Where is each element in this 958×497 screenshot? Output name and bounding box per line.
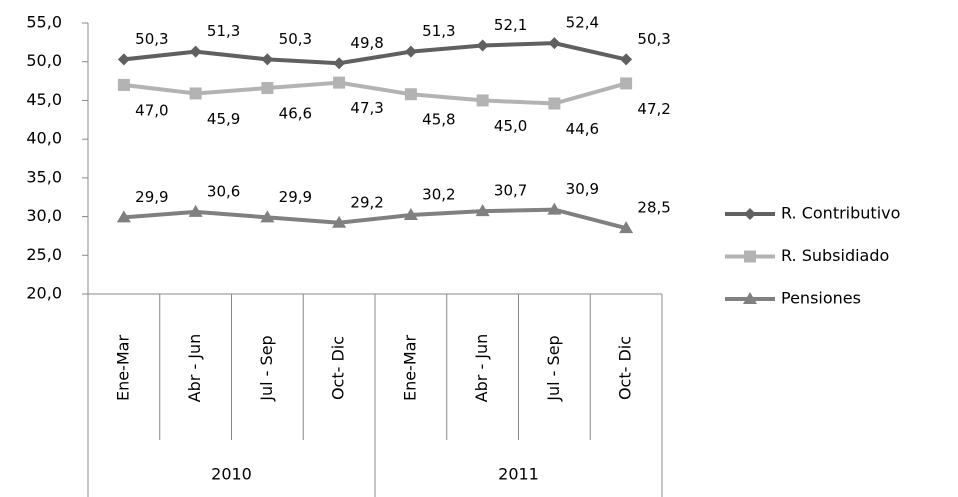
- data-point: [547, 202, 562, 215]
- data-label: 29,2: [350, 193, 383, 211]
- y-tick-label: 55,0: [26, 13, 62, 32]
- data-point: [476, 39, 489, 52]
- data-label: 45,0: [494, 117, 527, 135]
- data-label: 47,3: [350, 99, 383, 117]
- data-label: 47,2: [637, 100, 670, 118]
- x-tick-label: Oct- Dic: [329, 336, 348, 400]
- data-point: [548, 97, 561, 110]
- data-label: 50,3: [637, 30, 670, 48]
- data-label: 52,4: [566, 14, 599, 32]
- data-label: 28,5: [637, 199, 670, 217]
- x-tick-label: Ene-Mar: [400, 335, 419, 401]
- data-point: [620, 53, 633, 66]
- data-point: [404, 88, 417, 101]
- data-label: 30,2: [422, 186, 455, 204]
- data-label: 50,3: [135, 30, 168, 48]
- legend-label: R. Subsidiado: [781, 246, 889, 265]
- y-tick-label: 45,0: [26, 90, 62, 109]
- data-label: 29,9: [279, 188, 312, 206]
- x-tick-label: Abr - Jun: [472, 334, 491, 403]
- data-point: [403, 208, 418, 221]
- legend-marker: [743, 292, 757, 304]
- data-point: [260, 210, 275, 223]
- y-tick-label: 40,0: [26, 129, 62, 148]
- group-label: 2010: [211, 465, 252, 484]
- group-label: 2011: [498, 465, 539, 484]
- data-point: [475, 204, 490, 217]
- data-label: 46,6: [279, 105, 312, 123]
- x-tick-label: Ene-Mar: [113, 335, 132, 401]
- data-point: [619, 221, 634, 234]
- data-label: 45,9: [207, 110, 240, 128]
- data-point: [189, 45, 202, 58]
- legend-marker: [744, 250, 756, 263]
- data-label: 49,8: [350, 34, 383, 52]
- data-label: 30,6: [207, 182, 240, 200]
- data-point: [548, 37, 561, 50]
- data-point: [404, 45, 417, 58]
- legend-label: R. Contributivo: [781, 204, 900, 223]
- data-point: [333, 76, 346, 89]
- series-line: [123, 207, 627, 231]
- y-tick-label: 30,0: [26, 206, 62, 225]
- x-tick-label: Abr - Jun: [185, 334, 204, 403]
- x-tick-label: Jul - Sep: [257, 335, 276, 401]
- y-tick-label: 25,0: [26, 245, 62, 264]
- data-label: 51,3: [207, 22, 240, 40]
- data-point: [189, 87, 202, 100]
- data-point: [333, 57, 346, 70]
- data-point: [117, 53, 130, 66]
- series-line: [123, 41, 627, 66]
- data-point: [620, 77, 633, 90]
- x-tick-label: Jul - Sep: [544, 335, 563, 401]
- data-label: 30,9: [566, 180, 599, 198]
- data-point: [261, 82, 274, 95]
- data-point: [261, 53, 274, 66]
- series-line: [123, 80, 627, 106]
- data-point: [476, 94, 489, 107]
- y-tick-label: 20,0: [26, 284, 62, 303]
- data-label: 30,7: [494, 182, 527, 200]
- data-label: 47,0: [135, 101, 168, 119]
- legend-label: Pensiones: [781, 289, 861, 308]
- y-tick-label: 35,0: [26, 167, 62, 186]
- data-label: 45,8: [422, 111, 455, 129]
- data-point: [188, 204, 203, 217]
- data-label: 29,9: [135, 188, 168, 206]
- x-tick-label: Oct- Dic: [616, 336, 635, 400]
- data-label: 50,3: [279, 30, 312, 48]
- data-point: [332, 215, 347, 228]
- data-label: 52,1: [494, 16, 527, 34]
- data-point: [117, 78, 130, 91]
- data-label: 51,3: [422, 22, 455, 40]
- y-tick-label: 50,0: [26, 51, 62, 70]
- data-point: [116, 210, 131, 223]
- data-label: 44,6: [566, 120, 599, 138]
- legend-marker: [744, 208, 756, 220]
